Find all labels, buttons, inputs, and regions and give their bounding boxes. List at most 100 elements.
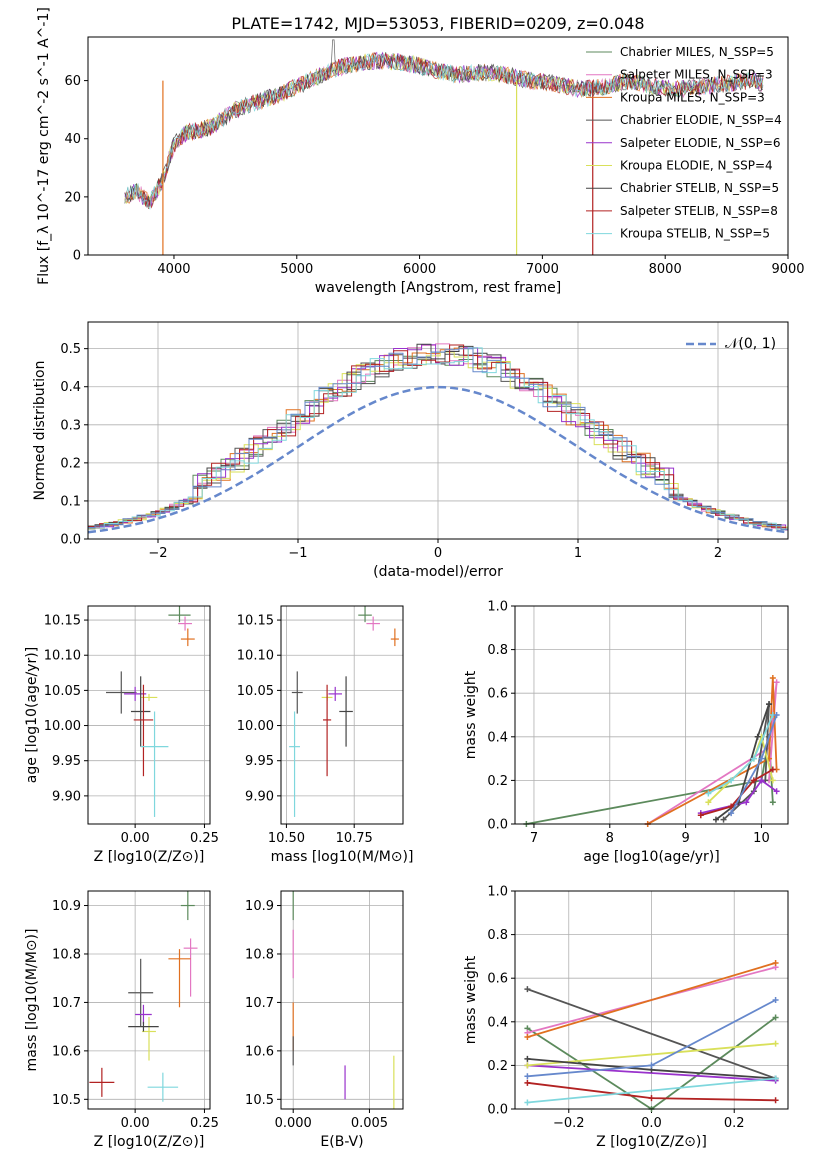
y-tick-label: 10.10	[237, 649, 274, 664]
legend-label: Chabrier STELIB, N_SSP=5	[620, 181, 779, 195]
y-tick-label: 0.2	[487, 774, 508, 789]
y-tick-label: 0.0	[60, 533, 81, 548]
data-point-marker	[772, 959, 779, 966]
x-tick-label: 2	[714, 546, 722, 561]
y-tick-label: 10.15	[237, 614, 274, 629]
x-tick-label: 0.25	[190, 831, 219, 846]
x-tick-label: −1	[288, 546, 307, 561]
plot-frame	[87, 605, 211, 825]
x-tick-label: 0.005	[351, 1116, 388, 1131]
data-point-marker	[758, 755, 765, 762]
y-tick-label: 0.8	[487, 928, 508, 943]
plot-frame	[514, 890, 789, 1110]
data-point-marker	[750, 755, 757, 762]
x-tick-label: 7000	[526, 262, 559, 277]
y-tick-label: 0.2	[487, 1059, 508, 1074]
legend-label: 𝒩(0, 1)	[725, 336, 776, 352]
data-point-marker	[712, 816, 719, 823]
legend-label: Chabrier ELODIE, N_SSP=4	[620, 113, 782, 127]
data-point-marker	[750, 777, 757, 784]
data-point-marker	[648, 1095, 655, 1102]
mass-weight-line	[707, 714, 774, 795]
data-point-marker	[720, 816, 727, 823]
y-tick-label: 10.8	[245, 947, 274, 962]
spectrum-panel: 4000 5000 6000 7000 8000 9000 0 20 40 60 wavelengt…	[36, 7, 805, 296]
y-tick-label: 10.00	[44, 719, 81, 734]
data-point-marker	[524, 1099, 531, 1106]
legend-label: Kroupa ELODIE, N_SSP=4	[620, 159, 773, 173]
data-point-marker	[769, 674, 776, 681]
data-point-marker	[772, 1040, 779, 1047]
legend-label: Chabrier MILES, N_SSP=5	[620, 45, 774, 59]
data-point-marker	[772, 1097, 779, 1104]
y-tick-label: 9.90	[245, 789, 274, 804]
histogram-series	[88, 348, 788, 531]
x-axis-label: Z [log10(Z/Z⊙)]	[94, 1134, 205, 1150]
y-tick-label: 10.6	[245, 1044, 274, 1059]
x-tick-label: 7	[530, 831, 538, 846]
y-tick-label: 10.00	[237, 719, 274, 734]
data-point-marker	[773, 679, 780, 686]
x-axis-label: age [log10(age/yr)]	[583, 849, 719, 865]
y-tick-label: 1.0	[487, 885, 508, 900]
y-tick-label: 40	[64, 132, 81, 147]
x-tick-label: 0.00	[121, 1116, 150, 1131]
y-axis-label: Normed distribution	[32, 361, 48, 501]
mass-weight-line	[527, 988, 776, 1080]
data-point-marker	[524, 986, 531, 993]
data-point-marker	[728, 810, 735, 817]
legend-label: Salpeter STELIB, N_SSP=8	[620, 204, 778, 218]
y-tick-label: 9.95	[52, 754, 81, 769]
y-axis-label: mass [log10(M/M⊙)]	[24, 929, 40, 1072]
y-tick-label: 20	[64, 190, 81, 205]
x-tick-label: 5000	[280, 262, 313, 277]
data-point-marker	[697, 812, 704, 819]
y-tick-label: 60	[64, 74, 81, 89]
y-tick-label: 0.4	[60, 380, 81, 395]
spectrum-line	[124, 53, 764, 210]
y-axis-label: age [log10(age/yr)]	[24, 647, 40, 783]
y-tick-label: 10.10	[44, 649, 81, 664]
y-tick-label: 10.8	[52, 947, 81, 962]
data-point-marker	[772, 1014, 779, 1021]
data-point-marker	[772, 1075, 779, 1082]
data-point-marker	[769, 766, 776, 773]
y-tick-label: 0.0	[487, 818, 508, 833]
y-tick-label: 0.8	[487, 643, 508, 658]
y-tick-label: 10.9	[52, 899, 81, 914]
mass-weight-line	[647, 682, 778, 824]
mass-vs-metallicity-panel: 0.00 0.25 10.5 10.6 10.7 10.8 10.9 Z [log10(Z/Z…	[24, 890, 219, 1150]
x-tick-label: 10.50	[268, 831, 305, 846]
x-tick-label: 8000	[649, 262, 682, 277]
x-tick-label: 0.00	[121, 831, 150, 846]
y-tick-label: 0.1	[60, 494, 81, 509]
y-tick-label: 0.5	[60, 342, 81, 357]
x-tick-label: −2	[148, 546, 167, 561]
data-point-marker	[772, 997, 779, 1003]
y-tick-label: 10.7	[52, 996, 81, 1011]
y-tick-label: 0.2	[60, 456, 81, 471]
y-axis-label: mass weight	[463, 955, 479, 1044]
residual-histogram-panel: −2 −1 0 1 2 0.0 0.1 0.2 0.3 0.4 0.5 (data-model)/er…	[32, 321, 789, 580]
x-tick-label: 0.25	[190, 1116, 219, 1131]
data-point-marker	[728, 777, 735, 784]
y-axis-label: mass weight	[463, 670, 479, 759]
x-axis-label: mass [log10(M/M⊙)]	[271, 849, 414, 865]
x-axis-label: Z [log10(Z/Z⊙)]	[596, 1134, 707, 1150]
data-point-marker	[754, 733, 761, 740]
plot-frame	[280, 890, 404, 1110]
y-axis-label: Flux [f_λ 10^-17 erg cm^-2 s^-1 A^-1]	[36, 7, 52, 285]
age-vs-mass-panel: 10.50 10.75 9.90 9.95 10.00 10.05 10.10 10.15 ma…	[237, 605, 414, 865]
data-point-marker	[766, 701, 773, 708]
x-tick-label: 0	[434, 546, 442, 561]
legend-label: Kroupa MILES, N_SSP=3	[620, 90, 765, 104]
x-tick-label: 1	[574, 546, 582, 561]
data-point-marker	[728, 803, 735, 810]
data-point-marker	[648, 1062, 655, 1069]
plot-frame	[87, 890, 211, 1110]
data-point-marker	[769, 777, 776, 784]
plot-frame	[87, 321, 789, 540]
x-tick-label: 6000	[403, 262, 436, 277]
data-point-marker	[705, 790, 712, 797]
